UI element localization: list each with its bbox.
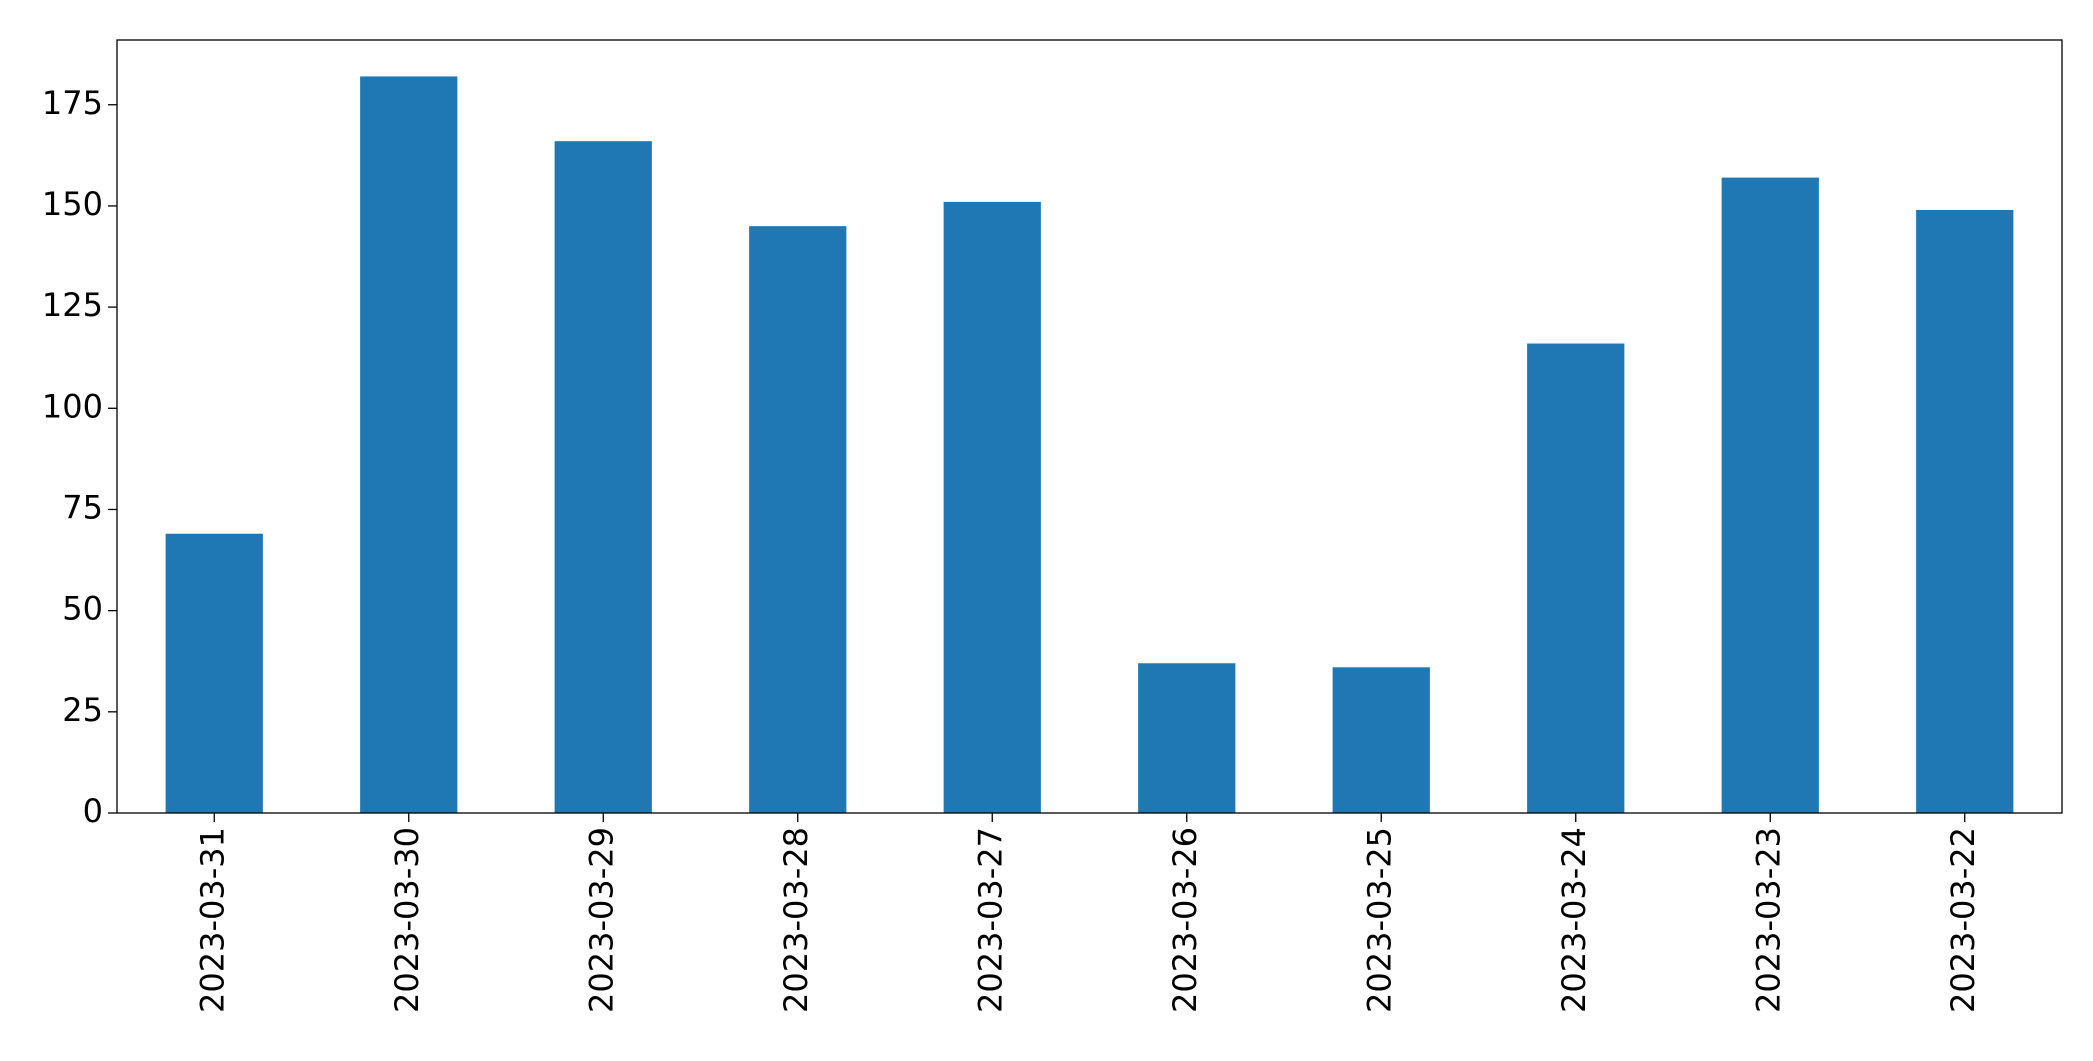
plot-frame (116, 39, 2063, 814)
x-tick-label: 2023-03-30 (388, 827, 426, 1013)
bar (1721, 177, 1819, 813)
x-tick-label: 2023-03-25 (1360, 827, 1398, 1013)
bar (749, 226, 847, 813)
x-tick-label: 2023-03-28 (777, 827, 815, 1013)
y-tick-label: 175 (42, 84, 103, 122)
bar (1527, 343, 1625, 813)
y-tick-label: 75 (62, 488, 103, 526)
x-tick-label: 2023-03-22 (1944, 827, 1982, 1013)
bar (165, 533, 263, 813)
x-tick-label: 2023-03-24 (1555, 827, 1593, 1013)
bar (360, 76, 458, 814)
y-tick-label: 25 (62, 691, 103, 729)
y-tick-label: 50 (62, 590, 103, 628)
x-tick-label: 2023-03-29 (582, 827, 620, 1013)
y-tick-label: 150 (42, 185, 103, 223)
y-tick-label: 0 (83, 792, 103, 830)
y-tick-label: 125 (42, 286, 103, 324)
x-tick-label: 2023-03-23 (1749, 827, 1787, 1013)
bar (1138, 663, 1236, 813)
bar (1916, 209, 2014, 813)
bar (554, 141, 652, 814)
x-tick-label: 2023-03-26 (1166, 827, 1204, 1013)
bar (943, 201, 1041, 813)
bar (1332, 667, 1430, 813)
x-tick-label: 2023-03-27 (971, 827, 1009, 1013)
x-tick-label: 2023-03-31 (193, 827, 231, 1013)
y-tick-label: 100 (42, 387, 103, 425)
